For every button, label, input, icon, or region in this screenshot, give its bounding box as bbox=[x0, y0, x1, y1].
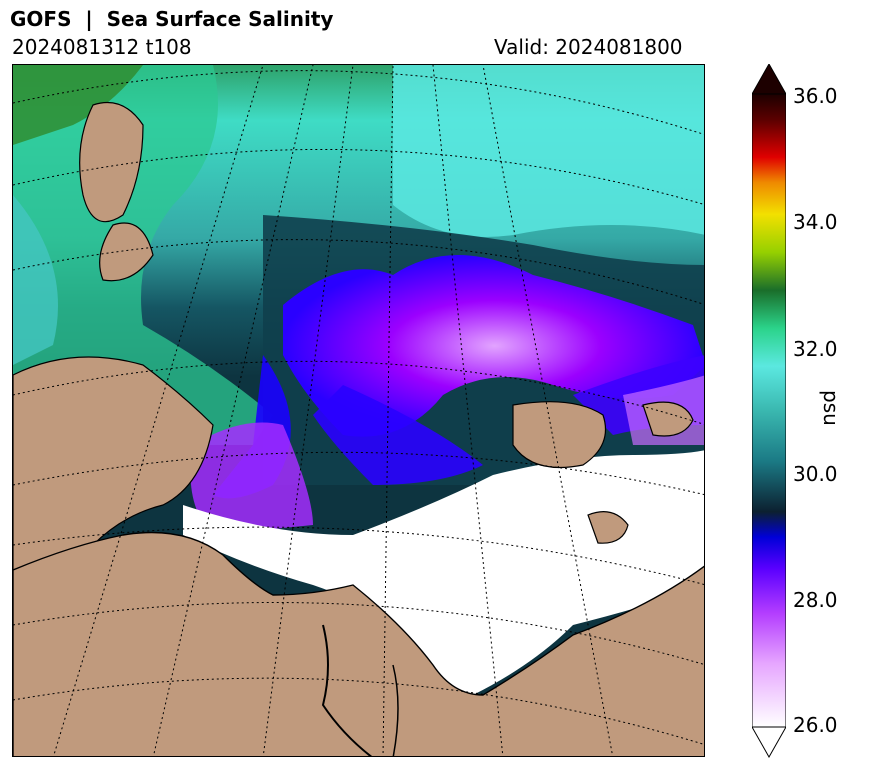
graticule bbox=[13, 65, 704, 756]
land-island-northwest bbox=[79, 101, 144, 223]
colorbar-max-extend bbox=[751, 62, 787, 95]
colorbar-tick-label: 36.0 bbox=[793, 84, 838, 108]
land-island-east bbox=[512, 401, 607, 469]
cyan-coastal-water bbox=[13, 195, 58, 365]
valid-time-label: Valid: 2024081800 bbox=[494, 35, 683, 59]
land-south bbox=[13, 531, 704, 756]
colorbar bbox=[751, 62, 792, 759]
river-east bbox=[392, 664, 399, 756]
cyan-water bbox=[393, 65, 704, 237]
land-island-far-east bbox=[642, 401, 694, 437]
colorbar-tick-label: 26.0 bbox=[793, 713, 838, 737]
colorbar-gradient bbox=[751, 93, 787, 728]
colorbar-min-extend bbox=[751, 726, 787, 759]
map-title: GOFS | Sea Surface Salinity bbox=[10, 7, 334, 31]
land-islet bbox=[587, 511, 629, 544]
sea-ice bbox=[183, 450, 704, 697]
blue-water-patch bbox=[313, 385, 483, 485]
land-island-west bbox=[99, 222, 154, 282]
river-west bbox=[321, 624, 373, 756]
salinity-map bbox=[12, 64, 705, 757]
colorbar-tick-label: 32.0 bbox=[793, 337, 838, 361]
dark-green-water bbox=[13, 65, 143, 145]
colorbar-tick-label: 30.0 bbox=[793, 462, 838, 486]
colorbar-unit-label: psu bbox=[819, 390, 843, 426]
purple-water-south bbox=[190, 422, 313, 535]
colorbar-tick-label: 34.0 bbox=[793, 210, 838, 234]
colorbar-tick-label: 28.0 bbox=[793, 588, 838, 612]
colorbar-canvas bbox=[751, 62, 792, 759]
map-canvas bbox=[13, 65, 704, 756]
model-run-label: 2024081312 t108 bbox=[12, 35, 192, 59]
